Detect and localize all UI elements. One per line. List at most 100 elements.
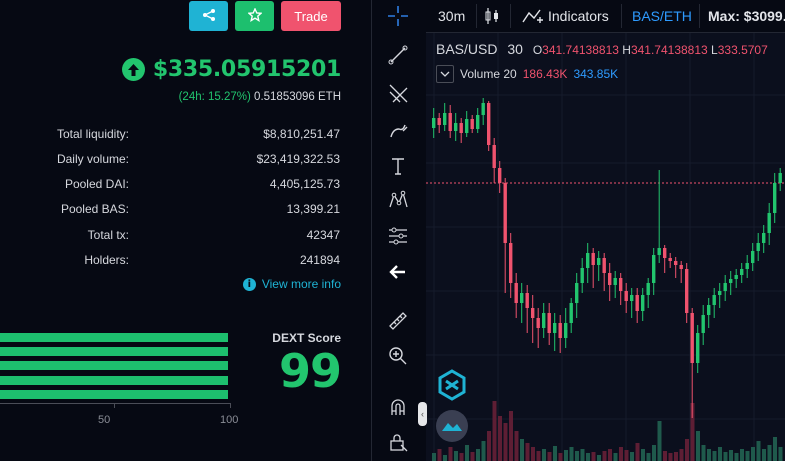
- volume-bar: [514, 431, 519, 461]
- candles-icon: [485, 8, 498, 24]
- pattern-icon: [389, 190, 408, 208]
- chart-brand-icon[interactable]: [436, 410, 468, 442]
- volume-bar: [696, 431, 700, 461]
- collapse-toolbar-button[interactable]: ‹: [418, 402, 427, 426]
- volume-bar: [586, 453, 590, 461]
- candle-body: [476, 115, 480, 129]
- panel-divider: [371, 0, 372, 461]
- candle-body: [503, 183, 507, 243]
- candle-body: [542, 313, 546, 328]
- text-tool[interactable]: [384, 152, 412, 180]
- topbar-separator: [476, 4, 477, 28]
- favorite-button[interactable]: [235, 1, 274, 31]
- volume-bar: [520, 439, 524, 461]
- ruler-tool[interactable]: [384, 307, 412, 335]
- candle-body: [685, 269, 689, 313]
- chart-topbar: 30m Indicators BAS/ETH Max: $3099.5: [426, 0, 785, 33]
- volume-bar: [558, 453, 563, 461]
- volume-bar: [762, 449, 766, 461]
- stat-value: 13,399.21: [286, 202, 340, 216]
- brush-tool[interactable]: [384, 116, 412, 144]
- measure-tool[interactable]: [384, 222, 412, 250]
- volume-bar: [591, 452, 596, 461]
- legend-symbol: BAS/USD: [436, 41, 498, 57]
- volume-bar: [564, 450, 568, 461]
- candle-body: [674, 261, 678, 265]
- measure-icon: [389, 227, 407, 245]
- trade-button[interactable]: Trade: [281, 1, 341, 31]
- indicators-icon: [522, 9, 543, 23]
- candle-body: [712, 295, 716, 305]
- view-more-link[interactable]: i View more info: [242, 277, 341, 291]
- volume-bar: [674, 452, 678, 461]
- candle-body: [547, 313, 551, 333]
- candle-body: [751, 251, 755, 263]
- trend-line-icon: [388, 45, 408, 65]
- topbar-separator: [621, 4, 622, 28]
- lock-tool[interactable]: [384, 428, 412, 456]
- arrow-left-icon: [389, 265, 405, 279]
- candle-body: [718, 291, 722, 295]
- indicators-label: Indicators: [548, 8, 609, 24]
- chevron-down-icon[interactable]: [436, 65, 454, 83]
- pattern-tool[interactable]: [384, 186, 412, 214]
- volume-bar: [734, 453, 739, 461]
- candle-body: [641, 295, 645, 311]
- volume-bar: [454, 451, 458, 461]
- zoom-tool[interactable]: [384, 342, 412, 370]
- volume-bar: [580, 449, 585, 461]
- candle-body: [767, 213, 771, 233]
- stat-row: Pooled BAS: 13,399.21: [0, 202, 342, 220]
- volume-bar: [767, 445, 772, 461]
- candle-body: [597, 258, 601, 265]
- stat-row: Total tx: 42347: [0, 228, 342, 246]
- brush-icon: [390, 124, 408, 138]
- volume-bar: [553, 446, 557, 461]
- magnet-tool[interactable]: [384, 393, 412, 421]
- volume-bar: [608, 449, 612, 461]
- candle-body: [498, 168, 502, 183]
- candle-body: [734, 275, 738, 279]
- volume-bar: [630, 452, 634, 461]
- candle-body: [723, 283, 727, 291]
- back-tool[interactable]: [384, 258, 412, 286]
- price-eth: 0.51853096 ETH: [254, 91, 341, 103]
- dext-score-bar: [0, 333, 228, 342]
- volume-bar: [498, 416, 502, 461]
- dext-score-bar: [0, 347, 228, 356]
- candle-body: [663, 248, 667, 258]
- crosshair-tool[interactable]: [384, 2, 412, 30]
- volume-bar: [531, 447, 535, 461]
- chart-type-button[interactable]: [484, 0, 500, 32]
- dext-score-value: 99: [278, 344, 342, 398]
- volume-bar: [751, 447, 755, 461]
- dext-axis-tick: [230, 403, 231, 408]
- stat-row: Daily volume: $23,419,322.53: [0, 152, 342, 170]
- dext-axis: [0, 403, 231, 404]
- trend-line-tool[interactable]: [384, 41, 412, 69]
- interval-selector[interactable]: 30m: [438, 8, 466, 24]
- candle-body: [520, 293, 524, 303]
- dext-score-bar: [0, 361, 228, 370]
- dext-axis-label: 50: [98, 414, 111, 426]
- volume-bar: [509, 411, 513, 461]
- share-button[interactable]: [189, 1, 228, 31]
- candle-body: [652, 255, 656, 283]
- fib-icon: [389, 84, 408, 103]
- volume-bar: [437, 449, 442, 461]
- stat-value: 241894: [299, 253, 340, 267]
- candle-body: [773, 183, 777, 213]
- stat-row: Total liquidity: $8,810,251.47: [0, 127, 342, 145]
- price-chart[interactable]: [426, 33, 785, 461]
- candle-body: [586, 253, 590, 268]
- volume-bar: [652, 445, 656, 461]
- fib-tool[interactable]: [384, 79, 412, 107]
- candle-body: [602, 258, 606, 273]
- indicators-button[interactable]: Indicators: [521, 0, 609, 32]
- candle-body: [536, 318, 540, 328]
- magnet-icon: [391, 399, 405, 415]
- candle-body: [635, 295, 639, 311]
- view-more-label: View more info: [261, 277, 341, 291]
- pair-compare[interactable]: BAS/ETH: [632, 8, 692, 24]
- volume-value-a: 186.43K: [522, 67, 568, 81]
